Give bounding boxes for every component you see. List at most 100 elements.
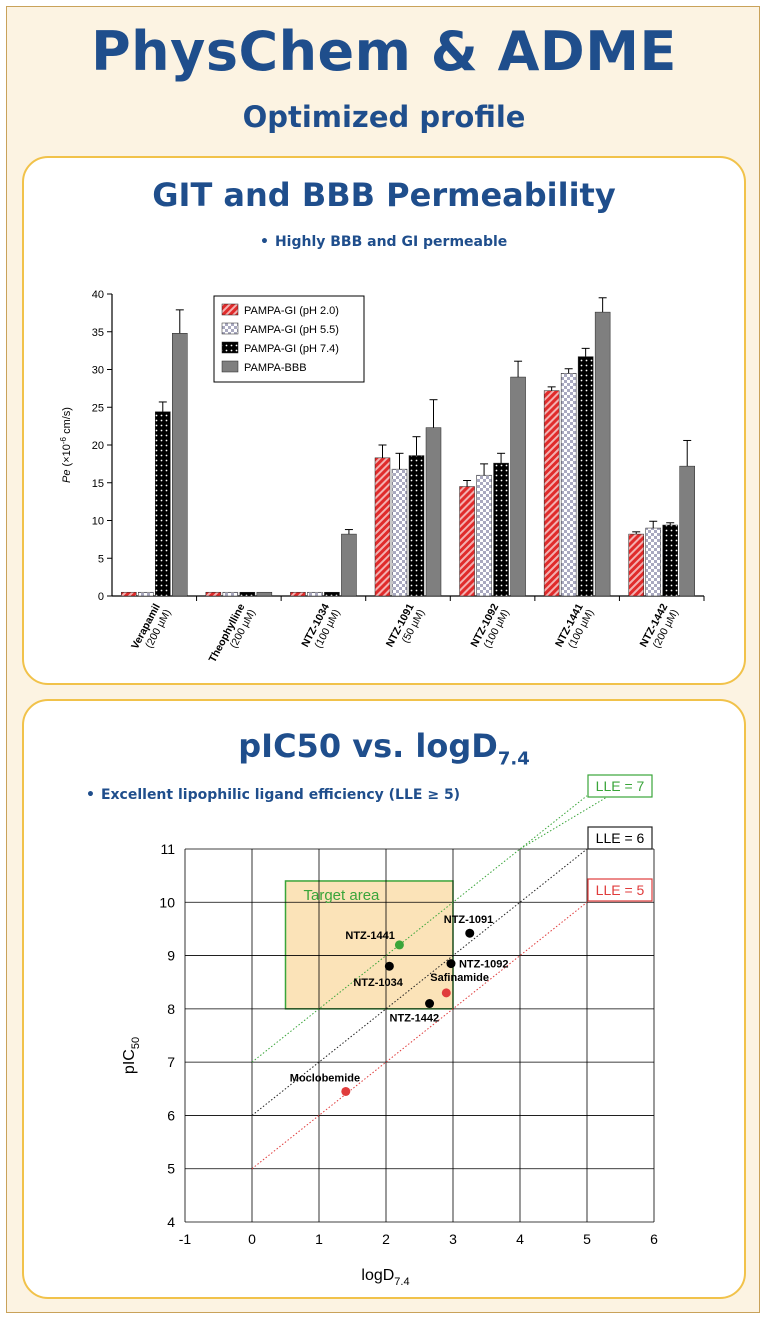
lle-label-box <box>587 878 653 902</box>
bar <box>138 591 154 597</box>
bar <box>256 591 273 597</box>
bar <box>645 527 661 597</box>
bar-y-tick-label: 35 <box>92 327 104 339</box>
lle-line <box>251 848 588 1116</box>
bar-y-tick-label: 25 <box>92 402 104 414</box>
scatter-point <box>384 961 394 971</box>
lle-line <box>251 901 588 1170</box>
bar-y-tick-label: 20 <box>92 440 104 452</box>
legend-swatch <box>221 303 239 316</box>
bar-y-axis-label: Pe (×10-6 cm/s) <box>59 407 73 483</box>
lipophilicity-title: pIC50 vs. logD7.4 <box>24 727 744 769</box>
lle-label: LLE = 5 <box>596 882 645 898</box>
scatter-y-tick-label: 9 <box>167 948 175 964</box>
lle-label-box <box>587 774 653 798</box>
scatter-point-label: NTZ-1441 <box>345 930 395 942</box>
scatter-y-tick-label: 11 <box>160 841 175 857</box>
scatter-y-tick-label: 8 <box>167 1001 175 1017</box>
scatter-point <box>446 959 456 969</box>
scatter-x-tick-label: 3 <box>449 1231 457 1247</box>
legend-swatch <box>221 360 239 373</box>
legend-swatch <box>221 322 239 335</box>
scatter-point <box>394 940 404 950</box>
legend-swatch <box>221 341 239 354</box>
scatter-y-tick-label: 6 <box>167 1107 175 1123</box>
bar <box>560 373 577 597</box>
bar <box>425 427 442 597</box>
scatter-point <box>341 1086 351 1096</box>
bar <box>493 462 509 597</box>
scatter-y-tick-label: 10 <box>159 894 175 910</box>
bar <box>510 376 526 597</box>
scatter-y-tick-label: 4 <box>167 1214 175 1230</box>
target-area-label: Target area <box>304 887 381 904</box>
scatter-x-axis-label: logD7.4 <box>361 1267 409 1288</box>
bar-y-tick-label: 0 <box>98 591 104 603</box>
scatter-y-tick-label: 5 <box>167 1161 175 1177</box>
lle-line <box>251 795 588 1063</box>
permeability-panel: GIT and BBB Permeability • Highly BBB and… <box>22 156 746 685</box>
bar <box>155 411 171 597</box>
bar-category-label: Theophylline(200 µM) <box>207 602 259 665</box>
bar <box>324 591 340 597</box>
bar-category-label: NTZ-1441(100 µM) <box>553 602 596 651</box>
scatter-y-axis-label: pIC50 <box>121 1037 142 1074</box>
bullet-dot-icon: • <box>260 234 269 250</box>
scatter-point-label: NTZ-1092 <box>459 959 509 971</box>
bar <box>594 311 611 597</box>
bar-category-label: NTZ-1034(100 µM) <box>299 602 342 651</box>
bar-category-label: NTZ-1442(200 µM) <box>638 602 681 651</box>
bar-y-tick-label: 5 <box>98 553 104 565</box>
bar <box>374 457 391 597</box>
lipophilicity-title-sub: 7.4 <box>497 748 530 770</box>
bar-y-tick-label: 40 <box>92 289 104 301</box>
lle-label: LLE = 7 <box>596 778 645 794</box>
pic50-logd-scatter-chart: Target area LLE = 7 LLE = 6 LLE = 5 -1 0 1 2 3 4 5… <box>121 774 658 1288</box>
bar <box>121 591 137 597</box>
scatter-x-tick-label: -1 <box>179 1231 192 1247</box>
permeability-bullet: • Highly BBB and GI permeable <box>260 234 507 250</box>
page-title: PhysChem & ADME <box>91 20 677 83</box>
lle-label: LLE = 6 <box>596 830 645 846</box>
bar <box>205 591 222 597</box>
legend-label: PAMPA-GI (pH 7.4) <box>244 343 339 355</box>
bar <box>239 591 256 597</box>
scatter-point <box>441 988 451 998</box>
bar <box>307 591 323 597</box>
lle-line-extension <box>519 796 608 850</box>
bar-y-tick-label: 10 <box>92 516 104 528</box>
bar <box>391 468 408 597</box>
scatter-point-label: Safinamide <box>430 972 489 984</box>
scatter-x-tick-label: 6 <box>650 1231 658 1247</box>
bar <box>408 455 425 597</box>
scatter-x-tick-label: 0 <box>248 1231 256 1247</box>
lipophilicity-bullet: • Excellent lipophilic ligand efficiency … <box>86 787 460 803</box>
scatter-x-tick-label: 5 <box>583 1231 591 1247</box>
scatter-y-tick-label: 7 <box>167 1054 175 1070</box>
scatter-point-label: Moclobemide <box>290 1072 360 1084</box>
bar <box>577 356 594 597</box>
bar <box>662 524 678 597</box>
bar-category-label: NTZ-1092(100 µM) <box>468 602 511 651</box>
page-subtitle: Optimized profile <box>242 100 526 134</box>
bar <box>679 465 695 597</box>
scatter-point <box>425 999 435 1009</box>
bullet-dot-icon: • <box>86 787 95 803</box>
bar-legend <box>213 295 365 383</box>
permeability-bullet-text: Highly BBB and GI permeable <box>274 234 508 250</box>
bar-category-label: NTZ-1091(50 µM) <box>384 602 427 650</box>
scatter-x-tick-label: 2 <box>382 1231 390 1247</box>
bar <box>172 333 188 597</box>
bar-y-tick-label: 30 <box>92 365 104 377</box>
legend-label: PAMPA-BBB <box>244 362 307 374</box>
bar <box>476 474 492 597</box>
bar-y-tick-label: 15 <box>92 478 104 490</box>
permeability-bar-chart: 0 5 10 15 20 25 30 35 40 Pe (×10-6 cm/s) Verapamil… <box>59 289 705 665</box>
lipophilicity-bullet-text: Excellent lipophilic ligand efficiency (… <box>100 787 461 803</box>
bar-category-label: Verapamil(200 µM) <box>129 602 173 652</box>
lipophilicity-title-main: pIC50 vs. logD <box>238 727 498 765</box>
scatter-point-label: NTZ-1442 <box>390 1013 440 1025</box>
bar <box>543 390 560 597</box>
lipophilicity-panel: pIC50 vs. logD7.4 • Excellent lipophilic … <box>22 699 746 1299</box>
bar <box>628 533 644 597</box>
